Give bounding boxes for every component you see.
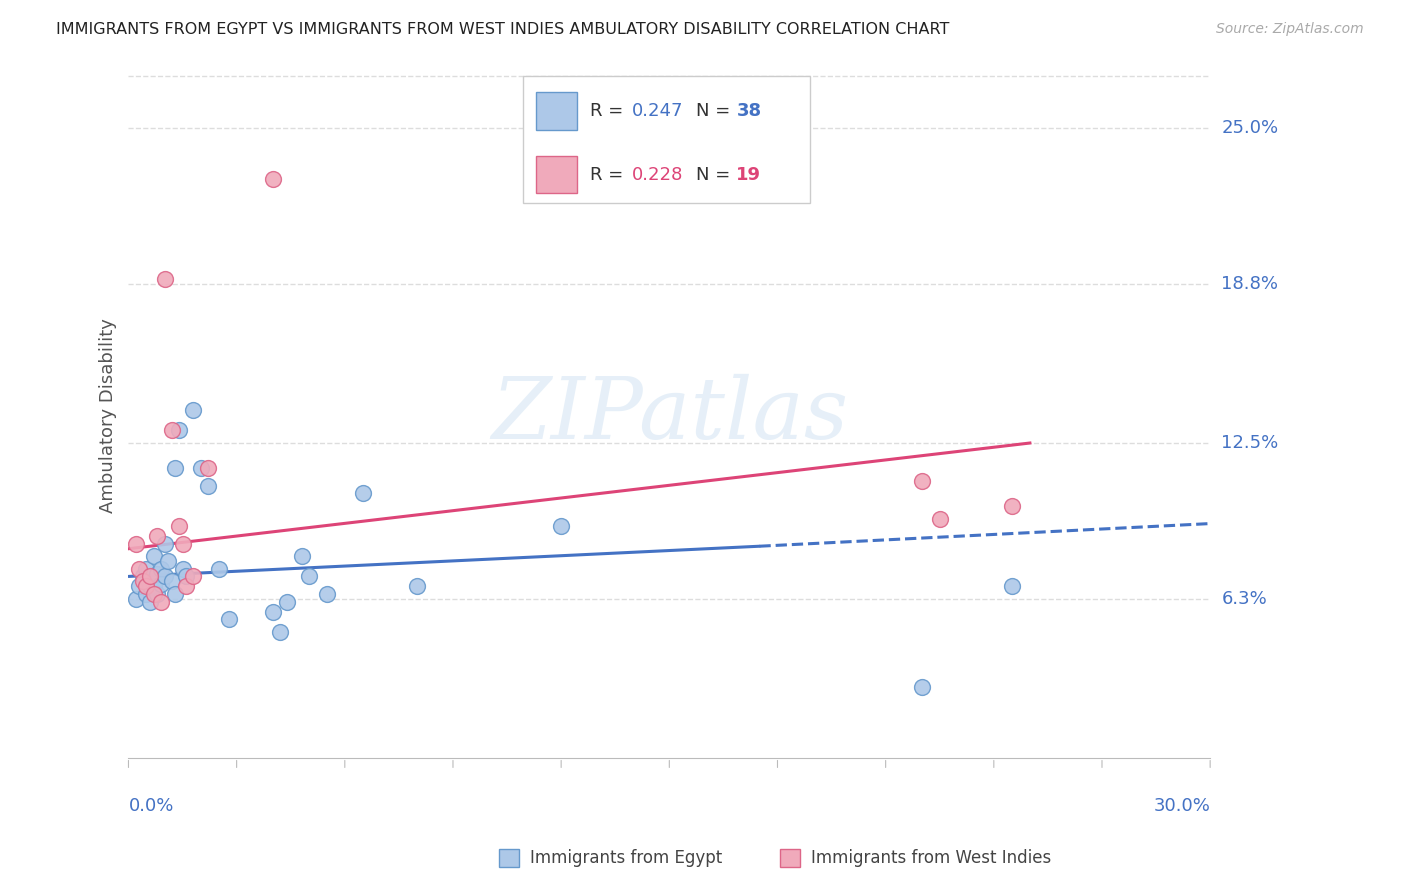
- Point: [174, 569, 197, 583]
- Point: [207, 562, 229, 576]
- Point: [160, 574, 183, 589]
- Point: [128, 562, 150, 576]
- FancyBboxPatch shape: [536, 156, 578, 194]
- Point: [128, 580, 150, 594]
- Point: [142, 587, 165, 601]
- Point: [315, 587, 337, 601]
- Text: 0.228: 0.228: [631, 166, 683, 184]
- Point: [290, 549, 312, 564]
- Point: [146, 566, 169, 581]
- Point: [135, 587, 157, 601]
- Text: 38: 38: [737, 102, 762, 120]
- Text: R =: R =: [591, 102, 630, 120]
- Text: Immigrants from Egypt: Immigrants from Egypt: [530, 849, 723, 867]
- Y-axis label: Ambulatory Disability: Ambulatory Disability: [100, 318, 117, 513]
- Point: [218, 612, 240, 626]
- FancyBboxPatch shape: [523, 77, 810, 203]
- Point: [1001, 499, 1024, 513]
- Text: 0.247: 0.247: [631, 102, 683, 120]
- Text: N =: N =: [696, 166, 737, 184]
- Point: [135, 580, 157, 594]
- Point: [928, 511, 950, 525]
- Text: 18.8%: 18.8%: [1222, 276, 1278, 293]
- Point: [352, 486, 374, 500]
- Point: [139, 594, 162, 608]
- Point: [197, 479, 219, 493]
- Text: Immigrants from West Indies: Immigrants from West Indies: [811, 849, 1052, 867]
- Text: IMMIGRANTS FROM EGYPT VS IMMIGRANTS FROM WEST INDIES AMBULATORY DISABILITY CORRE: IMMIGRANTS FROM EGYPT VS IMMIGRANTS FROM…: [56, 22, 949, 37]
- Point: [165, 461, 187, 475]
- Point: [149, 562, 172, 576]
- Point: [172, 537, 194, 551]
- Point: [165, 587, 187, 601]
- Point: [183, 403, 205, 417]
- Point: [132, 574, 155, 589]
- Point: [157, 554, 180, 568]
- Point: [262, 171, 284, 186]
- Point: [406, 580, 429, 594]
- Point: [197, 461, 219, 475]
- Point: [262, 605, 284, 619]
- Point: [298, 569, 321, 583]
- Point: [167, 424, 190, 438]
- Point: [139, 580, 162, 594]
- Point: [911, 474, 934, 488]
- Point: [160, 424, 183, 438]
- Text: 19: 19: [737, 166, 762, 184]
- Point: [174, 580, 197, 594]
- Point: [149, 577, 172, 591]
- Text: 30.0%: 30.0%: [1153, 797, 1211, 814]
- Point: [149, 594, 172, 608]
- Point: [153, 537, 176, 551]
- Point: [269, 624, 291, 639]
- Point: [172, 562, 194, 576]
- Text: N =: N =: [696, 102, 737, 120]
- Point: [132, 569, 155, 583]
- Point: [142, 549, 165, 564]
- Point: [146, 529, 169, 543]
- Point: [167, 519, 190, 533]
- Point: [550, 519, 572, 533]
- Point: [139, 569, 162, 583]
- Text: 12.5%: 12.5%: [1222, 434, 1278, 452]
- Text: ZIPatlas: ZIPatlas: [491, 374, 848, 457]
- Text: R =: R =: [591, 166, 630, 184]
- Point: [190, 461, 212, 475]
- Point: [142, 580, 165, 594]
- Point: [911, 680, 934, 694]
- Point: [125, 537, 148, 551]
- Point: [135, 562, 157, 576]
- Text: Source: ZipAtlas.com: Source: ZipAtlas.com: [1216, 22, 1364, 37]
- Point: [153, 272, 176, 286]
- Text: 0.0%: 0.0%: [128, 797, 174, 814]
- Point: [276, 594, 298, 608]
- Text: 25.0%: 25.0%: [1222, 120, 1278, 137]
- Point: [125, 592, 148, 607]
- Point: [146, 587, 169, 601]
- Point: [153, 569, 176, 583]
- Text: 6.3%: 6.3%: [1222, 591, 1267, 608]
- Point: [183, 569, 205, 583]
- Point: [1001, 580, 1024, 594]
- FancyBboxPatch shape: [536, 92, 578, 130]
